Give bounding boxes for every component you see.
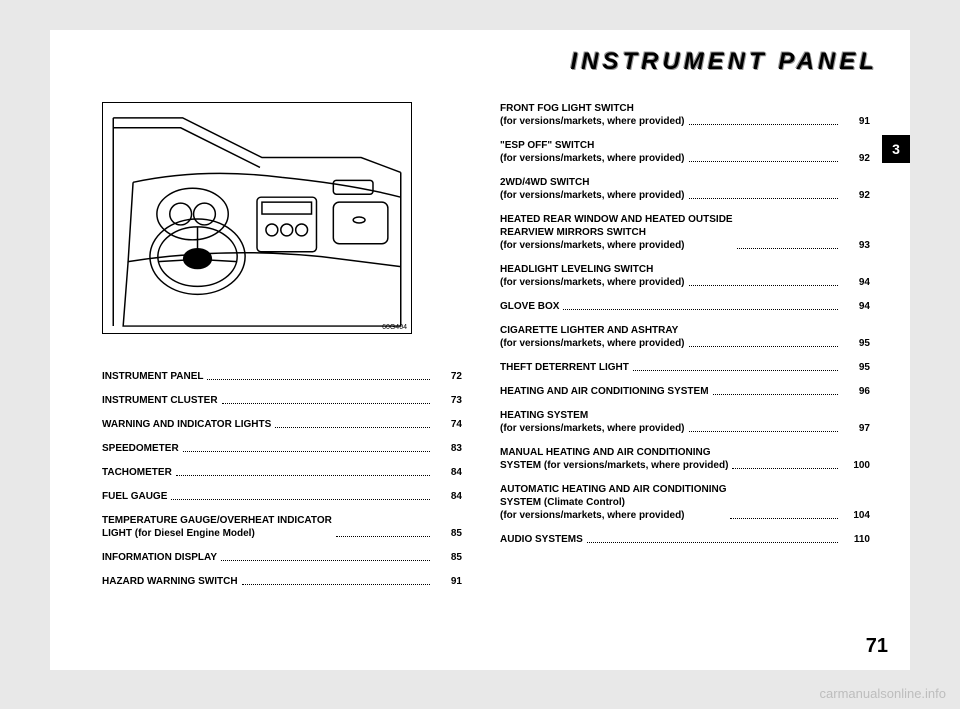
toc-page-number: 85 [434,527,462,540]
toc-label: HEADLIGHT LEVELING SWITCH(for versions/m… [500,263,685,289]
toc-entry: THEFT DETERRENT LIGHT 95 [500,361,870,374]
toc-page-number: 92 [842,152,870,165]
toc-entry: 2WD/4WD SWITCH(for versions/markets, whe… [500,176,870,202]
toc-page-number: 95 [842,361,870,374]
toc-left-column: INSTRUMENT PANEL 72 INSTRUMENT CLUSTER 73 WA… [102,370,462,599]
toc-label: SPEEDOMETER [102,442,179,455]
toc-page-number: 95 [842,337,870,350]
toc-page-number: 94 [842,300,870,313]
toc-entry: HEATING SYSTEM(for versions/markets, whe… [500,409,870,435]
toc-page-number: 72 [434,370,462,383]
toc-leader-dots [221,560,430,561]
toc-entry: HAZARD WARNING SWITCH 91 [102,575,462,588]
toc-entry: GLOVE BOX 94 [500,300,870,313]
toc-label: HEATING SYSTEM(for versions/markets, whe… [500,409,685,435]
toc-entry: TEMPERATURE GAUGE/OVERHEAT INDICATOR LIG… [102,514,462,540]
toc-entry: TACHOMETER 84 [102,466,462,479]
toc-leader-dots [176,475,430,476]
toc-page-number: 92 [842,189,870,202]
toc-leader-dots [737,248,838,249]
toc-entry: HEADLIGHT LEVELING SWITCH(for versions/m… [500,263,870,289]
toc-entry: INSTRUMENT CLUSTER 73 [102,394,462,407]
toc-page-number: 74 [434,418,462,431]
toc-right-column: FRONT FOG LIGHT SWITCH(for versions/mark… [500,102,870,557]
toc-page-number: 93 [842,239,870,252]
toc-leader-dots [689,285,838,286]
toc-page-number: 73 [434,394,462,407]
toc-leader-dots [713,394,838,395]
toc-entry: CIGARETTE LIGHTER AND ASHTRAY(for versio… [500,324,870,350]
watermark-text: carmanualsonline.info [820,686,946,701]
toc-entry: AUDIO SYSTEMS 110 [500,533,870,546]
toc-label: "ESP OFF" SWITCH(for versions/markets, w… [500,139,685,165]
toc-entry: SPEEDOMETER 83 [102,442,462,455]
toc-page-number: 91 [842,115,870,128]
toc-leader-dots [563,309,838,310]
toc-label: HEATING AND AIR CONDITIONING SYSTEM [500,385,709,398]
toc-leader-dots [336,536,430,537]
toc-label: FUEL GAUGE [102,490,167,503]
toc-leader-dots [689,431,838,432]
toc-entry: "ESP OFF" SWITCH(for versions/markets, w… [500,139,870,165]
toc-leader-dots [183,451,430,452]
figure-code: 60G404 [382,324,407,331]
toc-leader-dots [732,468,838,469]
toc-page-number: 94 [842,276,870,289]
toc-label: TEMPERATURE GAUGE/OVERHEAT INDICATOR LIG… [102,514,332,540]
toc-leader-dots [730,518,838,519]
toc-page-number: 97 [842,422,870,435]
toc-label: FRONT FOG LIGHT SWITCH(for versions/mark… [500,102,685,128]
toc-page-number: 104 [842,509,870,522]
toc-leader-dots [689,346,838,347]
toc-entry: HEATED REAR WINDOW AND HEATED OUTSIDE RE… [500,213,870,252]
toc-leader-dots [222,403,430,404]
toc-label: INFORMATION DISPLAY [102,551,217,564]
toc-entry: FUEL GAUGE 84 [102,490,462,503]
manual-page: INSTRUMENT PANEL 3 [50,30,910,670]
toc-entry: FRONT FOG LIGHT SWITCH(for versions/mark… [500,102,870,128]
toc-label: AUTOMATIC HEATING AND AIR CONDITIONING S… [500,483,726,522]
toc-label: WARNING AND INDICATOR LIGHTS [102,418,271,431]
toc-leader-dots [689,161,838,162]
toc-leader-dots [207,379,430,380]
toc-leader-dots [689,124,838,125]
toc-entry: HEATING AND AIR CONDITIONING SYSTEM 96 [500,385,870,398]
toc-entry: INSTRUMENT PANEL 72 [102,370,462,383]
toc-label: THEFT DETERRENT LIGHT [500,361,629,374]
toc-label: MANUAL HEATING AND AIR CONDITIONING SYST… [500,446,728,472]
toc-label: HAZARD WARNING SWITCH [102,575,238,588]
toc-label: HEATED REAR WINDOW AND HEATED OUTSIDE RE… [500,213,733,252]
toc-entry: INFORMATION DISPLAY 85 [102,551,462,564]
toc-leader-dots [242,584,430,585]
toc-leader-dots [587,542,838,543]
toc-leader-dots [689,198,838,199]
chapter-tab: 3 [882,135,910,163]
toc-label: TACHOMETER [102,466,172,479]
dashboard-svg [103,103,411,333]
toc-entry: AUTOMATIC HEATING AND AIR CONDITIONING S… [500,483,870,522]
toc-label: AUDIO SYSTEMS [500,533,583,546]
toc-page-number: 96 [842,385,870,398]
chapter-number: 3 [892,141,900,157]
toc-page-number: 84 [434,490,462,503]
toc-label: GLOVE BOX [500,300,559,313]
toc-page-number: 110 [842,533,870,546]
toc-entry: MANUAL HEATING AND AIR CONDITIONING SYST… [500,446,870,472]
toc-label: INSTRUMENT PANEL [102,370,203,383]
toc-label: INSTRUMENT CLUSTER [102,394,218,407]
section-title: INSTRUMENT PANEL [570,48,878,76]
dashboard-illustration: 60G404 [102,102,412,334]
toc-leader-dots [633,370,838,371]
toc-leader-dots [275,427,430,428]
page-number: 71 [866,635,888,658]
toc-label: CIGARETTE LIGHTER AND ASHTRAY(for versio… [500,324,685,350]
toc-page-number: 83 [434,442,462,455]
toc-page-number: 91 [434,575,462,588]
toc-label: 2WD/4WD SWITCH(for versions/markets, whe… [500,176,685,202]
toc-page-number: 84 [434,466,462,479]
toc-page-number: 100 [842,459,870,472]
toc-leader-dots [171,499,430,500]
toc-page-number: 85 [434,551,462,564]
toc-entry: WARNING AND INDICATOR LIGHTS 74 [102,418,462,431]
